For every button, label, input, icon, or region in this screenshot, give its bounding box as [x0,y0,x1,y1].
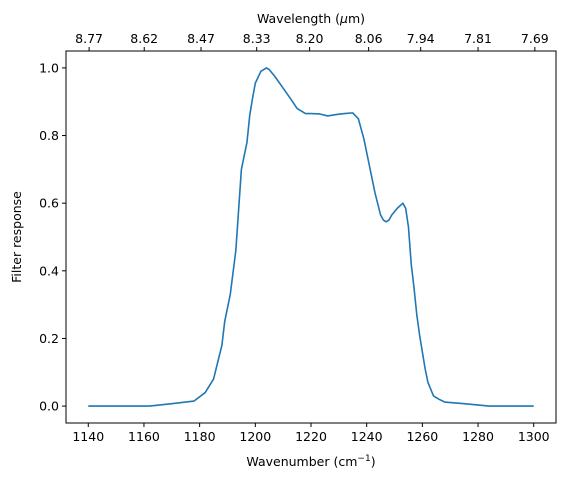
x-tick-label: 1220 [295,429,327,444]
top-tick-label: 8.06 [355,31,383,46]
x-axis-label: Wavenumber (cm−1) [246,454,375,469]
top-tick-label: 8.62 [130,31,158,46]
top-x-axis-label: Wavelength (μm) [257,11,365,26]
plot-content [88,67,534,407]
x-tick-label: 1280 [462,429,494,444]
x-tick-label: 1200 [239,429,271,444]
top-tick-label: 8.20 [296,31,324,46]
y-tick-label: 0.4 [39,263,59,278]
plot-area [66,51,556,423]
top-tick-label: 7.69 [521,31,549,46]
left-y-axis: 0.0 0.2 0.4 0.6 0.8 1.0 [39,60,66,414]
y-tick-label: 0.6 [39,196,59,211]
x-tick-label: 1160 [128,429,160,444]
x-tick-label: 1300 [518,429,550,444]
bottom-x-axis: 1140 1160 1180 1200 1220 1240 1260 1280 1300 [72,423,550,444]
top-x-axis: 8.77 8.62 8.47 8.33 8.20 8.06 7.94 7.81 7.69 [75,31,549,51]
y-tick-label: 0.8 [39,128,59,143]
y-tick-label: 1.0 [39,60,59,75]
x-tick-label: 1240 [351,429,383,444]
top-tick-label: 7.94 [407,31,435,46]
x-tick-label: 1140 [72,429,104,444]
x-tick-label: 1260 [406,429,438,444]
top-tick-label: 7.81 [464,31,492,46]
y-tick-label: 0.2 [39,331,59,346]
top-tick-label: 8.33 [243,31,271,46]
y-axis-label: Filter response [9,191,24,283]
x-tick-label: 1180 [184,429,216,444]
top-tick-label: 8.77 [75,31,103,46]
top-tick-label: 8.47 [187,31,215,46]
y-tick-label: 0.0 [39,399,59,414]
filter-response-line [88,67,534,407]
